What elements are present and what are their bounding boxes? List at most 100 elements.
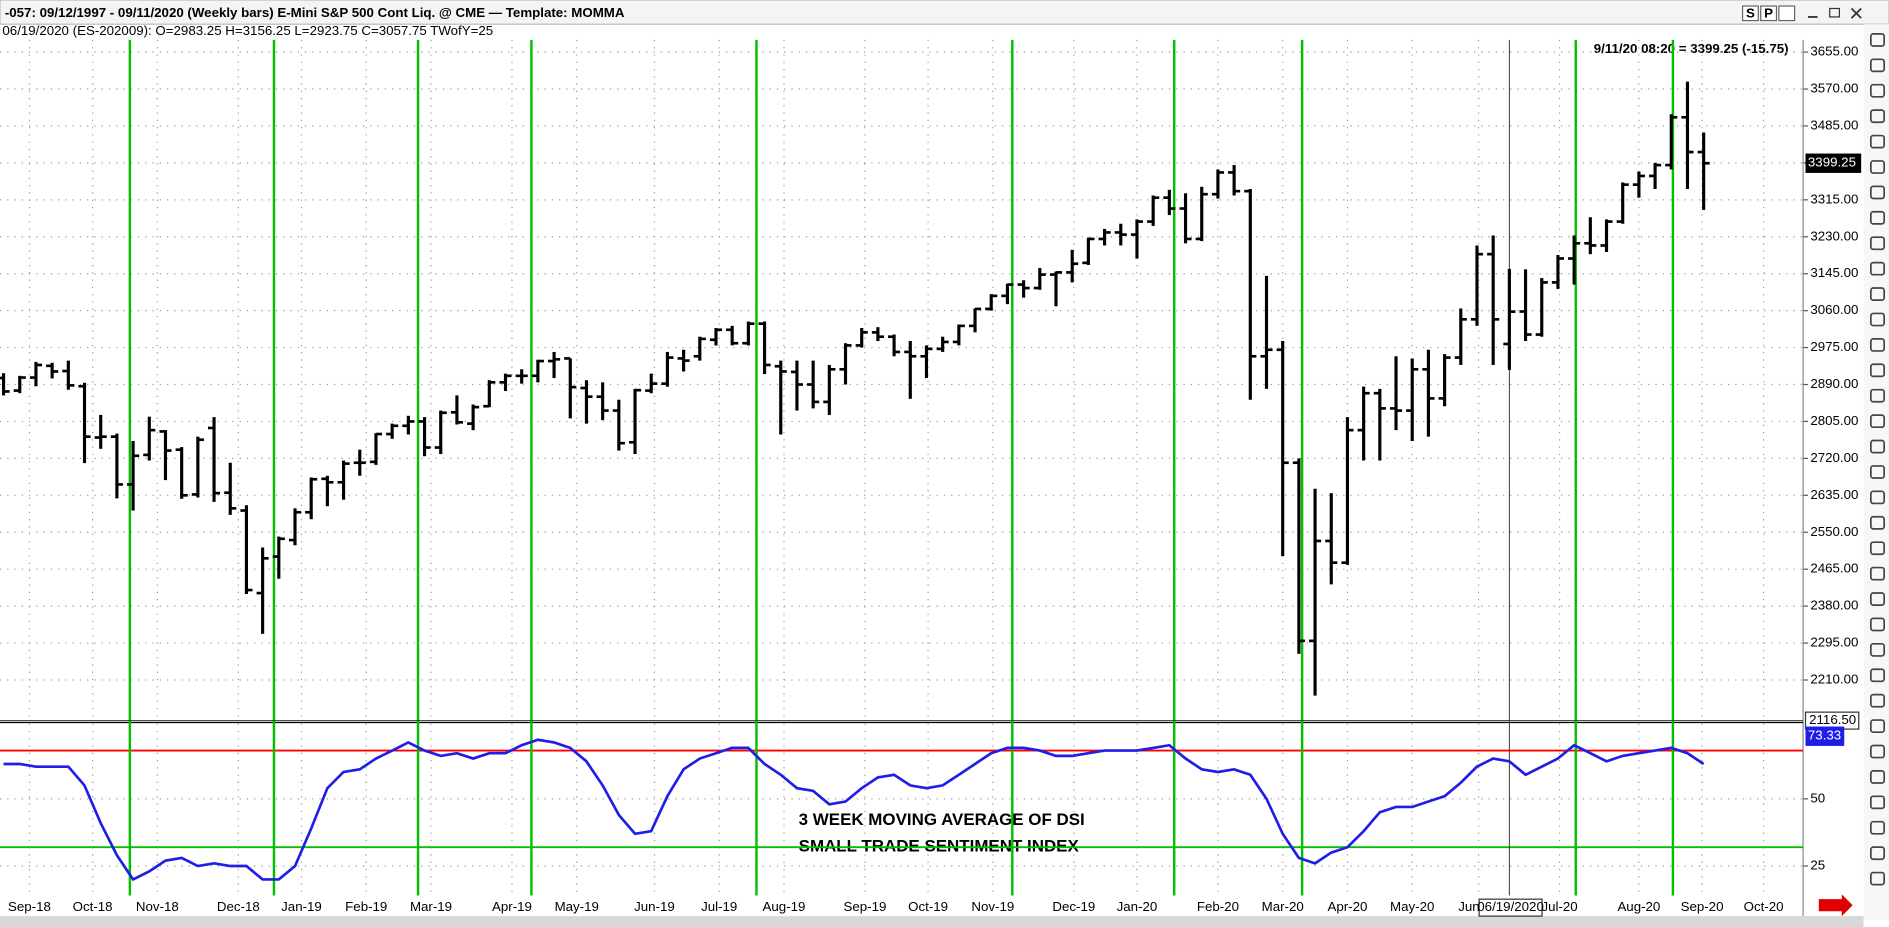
x-tick-label: Jul-20 (1541, 899, 1577, 914)
x-tick-label: May-19 (555, 899, 599, 914)
y-tick-label: 2550.00 (1810, 524, 1858, 539)
tool-icon[interactable] (1870, 668, 1886, 683)
x-tick-label: Nov-19 (971, 899, 1014, 914)
scrollbar[interactable] (0, 916, 1864, 927)
annotation: SMALL TRADE SENTIMENT INDEX (799, 837, 1080, 856)
y-tick-label: 3485.00 (1810, 117, 1858, 132)
last-price-label: 3399.25 (1808, 155, 1856, 170)
tool-icon[interactable] (1870, 109, 1886, 124)
last-value-label: 73.33 (1808, 728, 1841, 743)
crosshair-date-label: 06/19/2020 (1477, 899, 1544, 914)
tool-icon[interactable] (1870, 236, 1886, 251)
tool-icon[interactable] (1870, 287, 1886, 301)
button-s-label[interactable]: S (1746, 5, 1755, 20)
y-tick-label: 2805.00 (1810, 413, 1858, 428)
x-tick-label: Jan-19 (281, 899, 322, 914)
tool-icon[interactable] (1870, 820, 1886, 835)
x-tick-label: Mar-20 (1262, 899, 1304, 914)
y-tick-label: 3570.00 (1810, 81, 1858, 96)
tool-icon[interactable] (1870, 388, 1886, 403)
y-tick-label: 2975.00 (1810, 339, 1858, 354)
y-tick-label: 3060.00 (1810, 302, 1858, 317)
tool-icon[interactable] (1870, 58, 1886, 73)
button-s[interactable] (1741, 5, 1759, 22)
tool-icon[interactable] (1870, 210, 1886, 225)
tool-icon[interactable] (1870, 693, 1886, 708)
y-tick-label: 2380.00 (1810, 598, 1858, 613)
x-tick-label: Dec-18 (217, 899, 260, 914)
x-tick-label: Apr-19 (492, 899, 532, 914)
x-tick-label: Sep-18 (8, 899, 51, 914)
crosshair-date-box (1478, 898, 1543, 917)
tool-icon[interactable] (1870, 185, 1886, 200)
x-tick-label: Sep-20 (1681, 899, 1724, 914)
last-quote: 9/11/20 08:20 = 3399.25 (-15.75) (1594, 41, 1789, 56)
button-maximize[interactable] (1829, 7, 1840, 18)
tool-icon[interactable] (1870, 642, 1886, 657)
tool-icon[interactable] (1870, 312, 1886, 327)
x-tick-label: Sep-19 (844, 899, 887, 914)
tool-icon[interactable] (1870, 261, 1886, 276)
tool-icon[interactable] (1870, 439, 1886, 454)
tool-icon[interactable] (1870, 490, 1886, 505)
x-tick-label: Dec-19 (1052, 899, 1095, 914)
x-tick-label: Oct-20 (1744, 899, 1784, 914)
last-value-box (1805, 726, 1845, 746)
tool-icon[interactable] (1870, 566, 1886, 581)
tool-icon[interactable] (1870, 770, 1886, 784)
y-tick-label: 3145.00 (1810, 265, 1858, 280)
x-tick-label: Mar-19 (410, 899, 452, 914)
x-tick-label: Feb-19 (345, 899, 387, 914)
window-buttons[interactable]: S P (1741, 5, 1862, 22)
button-p[interactable] (1760, 5, 1778, 22)
tool-icon[interactable] (1870, 744, 1886, 759)
crosshair-price-label: 2116.50 (1809, 712, 1856, 727)
bar-info: 06/19/2020 (ES-202009): O=2983.25 H=3156… (2, 23, 493, 38)
x-tick-label: Oct-18 (73, 899, 113, 914)
tool-icon[interactable] (1870, 363, 1886, 378)
button-close[interactable] (1850, 7, 1862, 19)
x-tick-label: Apr-20 (1327, 899, 1367, 914)
tool-icon[interactable] (1870, 338, 1886, 352)
tool-icon[interactable] (1870, 515, 1886, 530)
y-tick-label: 2210.00 (1810, 672, 1858, 687)
tool-icon[interactable] (1870, 846, 1886, 861)
toolbar (1863, 24, 1889, 920)
y-tick-label: 25 (1810, 858, 1825, 873)
tool-icon[interactable] (1870, 134, 1886, 149)
scroll-arrow[interactable] (1818, 894, 1853, 917)
x-tick-label: Feb-20 (1197, 899, 1239, 914)
button-detach[interactable] (1778, 5, 1796, 22)
tool-icon[interactable] (1870, 795, 1886, 810)
tool-icon[interactable] (1870, 541, 1886, 556)
y-tick-label: 3315.00 (1810, 191, 1858, 206)
y-tick-label: 50 (1810, 790, 1825, 805)
x-tick-label: Aug-19 (763, 899, 806, 914)
x-tick-label: Jun-19 (634, 899, 675, 914)
tool-icon[interactable] (1870, 592, 1886, 606)
button-p-label[interactable]: P (1764, 5, 1773, 20)
tool-icon[interactable] (1870, 33, 1886, 47)
x-tick-label: Nov-18 (136, 899, 179, 914)
annotation: 3 WEEK MOVING AVERAGE OF DSI (799, 810, 1085, 829)
y-tick-label: 3655.00 (1810, 44, 1858, 59)
tool-icon[interactable] (1870, 719, 1886, 734)
tool-icon[interactable] (1870, 160, 1886, 174)
tool-icon[interactable] (1870, 465, 1886, 479)
x-tick-label: May-20 (1390, 899, 1434, 914)
x-tick-label: Jul-19 (701, 899, 737, 914)
x-tick-label: Jan-20 (1117, 899, 1158, 914)
y-tick-label: 2720.00 (1810, 450, 1858, 465)
tool-icon[interactable] (1870, 83, 1886, 98)
tool-icon[interactable] (1870, 871, 1886, 886)
y-tick-label: 2295.00 (1810, 635, 1858, 650)
tool-icon[interactable] (1870, 414, 1886, 429)
last-price-box (1805, 153, 1862, 173)
y-tick-label: 2465.00 (1810, 561, 1858, 576)
indicator-line (3, 738, 1705, 882)
tool-icon[interactable] (1870, 617, 1886, 632)
y-tick-label: 3230.00 (1810, 228, 1858, 243)
